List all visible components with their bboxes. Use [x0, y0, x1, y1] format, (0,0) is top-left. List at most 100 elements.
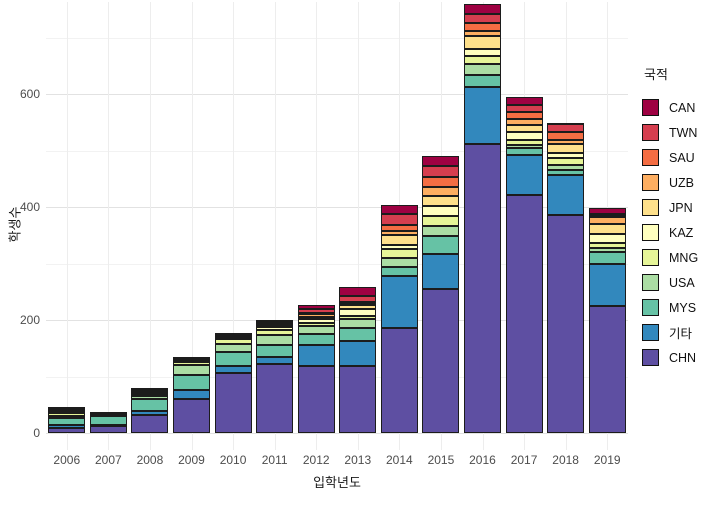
x-tick-label: 2006: [53, 453, 81, 467]
x-tick-label: 2011: [261, 453, 288, 467]
y-tick-label: 0: [33, 426, 40, 440]
bar-segment: [505, 112, 543, 119]
bar-segment: [505, 147, 543, 156]
x-tick-label: 2012: [302, 453, 330, 467]
bar-segment: [297, 326, 335, 335]
bar-segment: [505, 125, 543, 133]
bar-segment: [48, 416, 86, 419]
gridline-vertical: [149, 2, 151, 450]
legend-item-label: CAN: [669, 100, 696, 115]
bar-segment: [214, 343, 252, 352]
legend-item: JPN: [642, 195, 714, 220]
x-tick-label: 2007: [94, 453, 122, 467]
bar-segment: [464, 4, 501, 15]
bar-segment: [339, 309, 377, 317]
legend-item-label: MYS: [669, 300, 697, 315]
legend-item: CAN: [642, 95, 714, 120]
legend-item: MYS: [642, 295, 714, 320]
bar-segment: [422, 205, 460, 217]
legend-key-swatch: [642, 324, 659, 341]
legend-item: UZB: [642, 170, 714, 195]
x-tick-label: 2010: [219, 453, 247, 467]
bar-segment: [131, 414, 169, 433]
bar-segment: [588, 248, 626, 253]
legend-item-label: CHN: [669, 350, 697, 365]
bar-segment: [422, 195, 460, 206]
x-axis-title: 입학년도: [313, 475, 361, 490]
bar-segment: [464, 23, 501, 32]
bar-segment: [256, 329, 294, 336]
bar-segment: [505, 104, 543, 113]
bar-segment: [464, 143, 501, 433]
bar-segment: [547, 214, 585, 433]
bar-segment: [173, 399, 210, 433]
legend-key-swatch: [642, 174, 659, 191]
bar-segment: [380, 249, 418, 259]
gridline-minor: [46, 376, 628, 378]
legend-key-swatch: [642, 299, 659, 316]
gridline-vertical: [274, 2, 276, 450]
bar-segment: [297, 312, 335, 315]
legend-items: CAN TWN SAU UZB JPN KAZ MNG USA MYS 기타 CHN: [642, 95, 714, 370]
bar-segment: [464, 56, 501, 65]
legend-item: MNG: [642, 245, 714, 270]
bar-segment: [422, 156, 460, 166]
bar-segment: [339, 365, 377, 433]
bar-segment: [339, 316, 377, 320]
bar-segment: [339, 319, 377, 328]
bar-segment: [588, 234, 626, 243]
legend-item: 기타: [642, 320, 714, 345]
gridline-vertical: [191, 2, 193, 450]
bar-segment: [547, 174, 585, 215]
bar-segment: [547, 152, 585, 158]
bar-segment: [214, 351, 252, 366]
x-tick-label: 2019: [593, 453, 621, 467]
bar-segment: [48, 411, 86, 414]
bar-segment: [131, 398, 169, 411]
gridline-minor: [46, 37, 628, 39]
bar-segment: [380, 258, 418, 268]
gridline-vertical: [108, 2, 110, 450]
legend-key-swatch: [642, 224, 659, 241]
legend-item-label: TWN: [669, 125, 698, 140]
bar-segment: [89, 416, 127, 425]
bar-segment: [173, 390, 210, 400]
bar-segment: [256, 364, 294, 433]
x-tick-label: 2009: [178, 453, 205, 467]
bar-segment: [256, 320, 294, 323]
bar-segment: [422, 177, 460, 188]
legend-item-label: KAZ: [669, 225, 694, 240]
bar-segment: [464, 75, 501, 88]
bar-segment: [297, 308, 335, 313]
legend-item-label: JPN: [669, 200, 693, 215]
bar-segment: [214, 332, 252, 335]
bar-segment: [505, 118, 543, 126]
legend-item-label: USA: [669, 275, 695, 290]
bar-segment: [297, 317, 335, 320]
bar-segment: [380, 245, 418, 250]
bar-segment: [464, 14, 501, 24]
bar-segment: [547, 140, 585, 145]
bar-segment: [297, 344, 335, 367]
bar-segment: [588, 223, 626, 235]
bar-segment: [380, 235, 418, 246]
bar-segment: [48, 427, 86, 433]
legend: 국적 CAN TWN SAU UZB JPN KAZ MNG USA MYS 기타 CHN: [642, 64, 714, 370]
legend-title: 국적: [644, 67, 668, 82]
bar-segment: [547, 132, 585, 141]
gridline-vertical: [66, 2, 68, 450]
bar-segment: [256, 357, 294, 365]
bar-segment: [256, 322, 294, 325]
gridline-major: [46, 207, 628, 208]
bar-segment: [380, 231, 418, 236]
bar-segment: [505, 155, 543, 196]
bar-segment: [380, 276, 418, 329]
legend-key-swatch: [642, 199, 659, 216]
legend-item: CHN: [642, 345, 714, 370]
bar-segment: [131, 387, 169, 390]
plot-area: [46, 2, 628, 450]
gridline-vertical: [357, 2, 359, 450]
x-tick-label: 2018: [552, 453, 579, 467]
bar-segment: [256, 335, 294, 345]
bar-segment: [505, 145, 543, 148]
